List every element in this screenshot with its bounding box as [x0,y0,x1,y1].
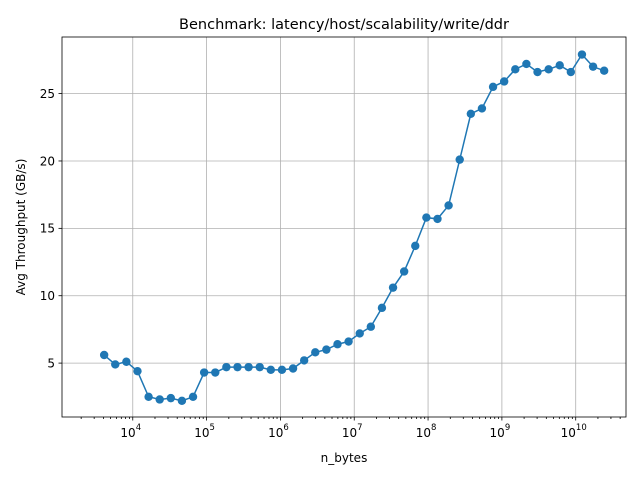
y-tick-label: 20 [40,154,55,168]
data-point [511,65,520,74]
x-tick-label: 107 [342,423,363,440]
data-point [344,337,353,346]
x-tick-label-exponent: 6 [283,423,288,433]
data-point [555,61,564,70]
data-point [577,50,587,59]
grid [62,37,626,417]
data-point [233,362,242,372]
data-point [455,155,464,164]
data-point [133,366,142,376]
series-markers [99,50,609,406]
data-point [311,348,320,357]
data-point [422,213,431,222]
data-point [399,267,409,276]
data-point [166,393,176,403]
data-point [222,362,231,372]
data-point [599,66,609,75]
chart-title: Benchmark: latency/host/scalability/writ… [179,17,509,33]
data-point [388,283,398,292]
x-tick-label-exponent: 10 [576,423,587,433]
data-point [333,340,342,349]
y-axis-ticks: 5 10 15 20 25 [40,87,62,370]
x-tick-label-base: 10 [561,426,576,440]
x-tick-label: 106 [268,423,289,440]
data-point [155,395,164,404]
data-point [366,322,376,331]
data-point [177,396,187,406]
x-axis-ticks: 104 105 106 107 108 109 1010 [120,417,587,440]
data-point [188,392,198,401]
data-point [566,67,576,77]
data-point [588,62,598,71]
data-point [211,368,220,377]
data-point [288,364,298,373]
data-point [522,59,531,69]
x-tick-label-exponent: 7 [357,423,362,433]
x-tick-label-base: 10 [416,426,431,440]
data-point [433,214,442,224]
y-tick-label: 10 [40,289,55,303]
x-tick-label-exponent: 4 [136,423,141,433]
data-point [411,241,420,251]
data-point [355,329,364,338]
x-tick-label: 105 [194,423,215,440]
data-point [477,104,487,113]
series-line [103,53,605,402]
x-tick-label-base: 10 [268,426,283,440]
y-tick-label: 15 [40,222,55,236]
data-point [299,356,309,365]
data-point [122,357,131,366]
data-point [488,82,498,92]
plot-frame [61,36,627,418]
data-point [533,67,542,77]
y-tick-label: 5 [47,356,55,370]
data-point [199,368,209,377]
data-point [499,77,509,86]
x-tick-label: 108 [416,423,437,440]
x-tick-label-base: 10 [342,426,357,440]
x-tick-label-base: 10 [194,426,209,440]
y-tick-label: 25 [40,87,55,101]
data-point [444,201,453,210]
plot-area-background [62,37,626,417]
data-point [466,109,476,119]
data-point [111,360,120,369]
x-tick-label-exponent: 5 [210,423,215,433]
x-tick-label: 1010 [561,423,587,440]
data-point [377,303,387,313]
x-tick-label: 109 [490,423,511,440]
x-tick-label-exponent: 8 [431,423,436,433]
data-point [322,345,331,354]
data-point [266,365,276,375]
x-axis-label: n_bytes [321,451,368,465]
x-tick-label-base: 10 [120,426,135,440]
data-point [544,65,553,74]
data-point [144,392,153,401]
y-axis-label: Avg Throughput (GB/s) [14,159,28,296]
x-tick-label-exponent: 9 [505,423,510,433]
x-tick-label: 104 [120,423,141,440]
data-point [255,362,264,372]
data-point [244,362,253,372]
data-point [99,350,109,360]
x-tick-label-base: 10 [490,426,505,440]
data-point [277,365,287,375]
